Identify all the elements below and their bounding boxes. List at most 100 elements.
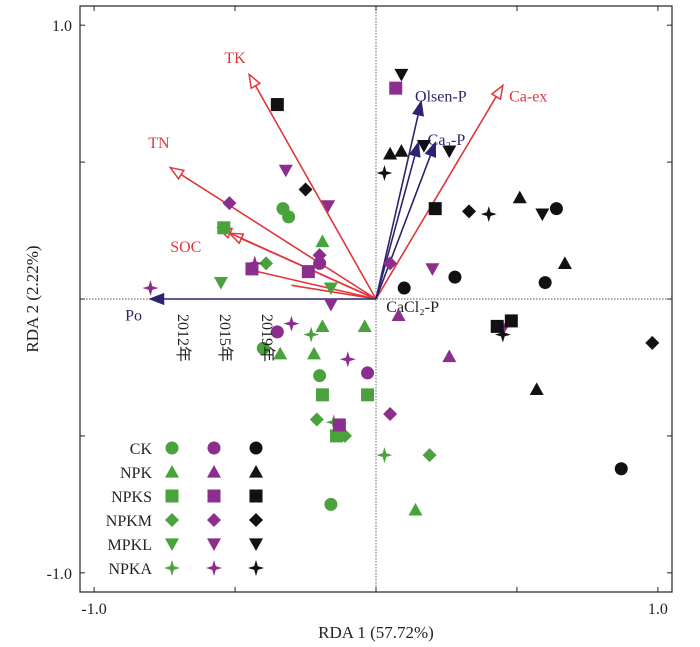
data-point bbox=[383, 256, 398, 271]
data-point bbox=[504, 314, 518, 328]
legend-year-label: 2015年 bbox=[216, 314, 234, 362]
vector-arrow-line bbox=[180, 173, 377, 300]
data-point bbox=[313, 256, 327, 270]
vector-arrow-head bbox=[168, 166, 186, 181]
y-tick-label: 1.0 bbox=[52, 18, 72, 35]
vector-arrow-head bbox=[424, 140, 437, 158]
vector-label: Ca₂-P bbox=[428, 132, 466, 149]
legend-marker bbox=[206, 560, 222, 576]
data-point bbox=[217, 221, 231, 235]
data-point bbox=[259, 256, 274, 271]
data-point bbox=[313, 369, 327, 383]
data-point bbox=[397, 281, 411, 295]
legend-marker bbox=[165, 465, 179, 478]
vector-arrow-line bbox=[375, 154, 432, 300]
data-point bbox=[416, 140, 431, 153]
legend-marker bbox=[165, 513, 179, 527]
vector-label: Olsen-P bbox=[415, 88, 467, 105]
data-point bbox=[645, 335, 660, 350]
data-point bbox=[306, 346, 321, 360]
data-point bbox=[422, 448, 437, 463]
data-point bbox=[361, 388, 375, 402]
data-point bbox=[394, 144, 409, 157]
data-point bbox=[557, 256, 572, 270]
data-point bbox=[394, 68, 409, 82]
data-point bbox=[273, 346, 288, 360]
legend-treatment-label: NPKS bbox=[111, 489, 152, 506]
vector-label: Ca-ex bbox=[509, 88, 547, 105]
legend-marker bbox=[164, 560, 180, 576]
data-point bbox=[315, 234, 330, 248]
vector-arrow-line bbox=[254, 85, 377, 300]
data-point bbox=[321, 200, 336, 213]
vector-label: TK bbox=[224, 50, 246, 67]
data-point bbox=[246, 255, 263, 272]
legend-marker bbox=[248, 560, 264, 576]
data-point bbox=[256, 341, 270, 355]
vector-arrow-head bbox=[148, 292, 165, 306]
x-axis-title: RDA 1 (57.72%) bbox=[318, 623, 434, 642]
data-point bbox=[535, 208, 550, 222]
data-point bbox=[339, 351, 356, 368]
vector-arrow-head bbox=[248, 72, 262, 90]
data-point bbox=[315, 319, 330, 332]
data-point bbox=[309, 412, 324, 427]
vector-arrow-line bbox=[291, 284, 377, 300]
legend-marker bbox=[207, 441, 221, 455]
data-point bbox=[222, 196, 237, 211]
legend-marker bbox=[165, 441, 179, 455]
data-point bbox=[315, 388, 329, 402]
data-point bbox=[278, 164, 293, 178]
data-point bbox=[442, 145, 457, 159]
data-point bbox=[376, 165, 393, 182]
legend-marker bbox=[207, 465, 221, 478]
legend-year-label: 2012年 bbox=[174, 314, 192, 362]
data-point bbox=[376, 447, 393, 464]
legend-marker bbox=[249, 513, 263, 527]
data-point bbox=[462, 204, 477, 219]
data-point bbox=[213, 276, 228, 290]
data-point bbox=[494, 326, 511, 343]
vector-arrow-head bbox=[408, 140, 421, 158]
data-point bbox=[538, 276, 552, 290]
data-point bbox=[357, 319, 372, 332]
y-axis-title: RDA 2 (2.22%) bbox=[23, 245, 42, 352]
data-point bbox=[324, 497, 338, 511]
vector-arrow-line bbox=[257, 270, 377, 300]
data-point bbox=[332, 418, 346, 432]
data-point bbox=[383, 407, 398, 422]
legend-treatment-label: CK bbox=[130, 441, 153, 458]
data-point bbox=[442, 349, 457, 363]
data-point bbox=[480, 206, 497, 223]
legend-marker bbox=[249, 538, 263, 551]
data-point bbox=[337, 428, 352, 443]
legend-marker bbox=[165, 538, 179, 551]
data-point bbox=[425, 263, 440, 276]
data-point bbox=[270, 325, 284, 339]
data-point bbox=[282, 210, 296, 224]
vector-label: CaCl₂-P bbox=[386, 299, 439, 316]
data-point bbox=[428, 202, 442, 216]
data-point bbox=[323, 298, 338, 312]
vector-arrow-line bbox=[375, 114, 419, 300]
data-point bbox=[490, 319, 504, 333]
data-point bbox=[614, 462, 628, 476]
legend-treatment-label: NPKA bbox=[108, 561, 152, 578]
legend-year-label: 2019年 bbox=[258, 314, 276, 362]
data-point bbox=[549, 202, 563, 216]
data-point bbox=[408, 502, 423, 516]
legend-treatment-label: NPKM bbox=[106, 513, 152, 530]
data-point bbox=[270, 98, 284, 112]
data-point bbox=[312, 248, 327, 263]
data-point bbox=[323, 282, 338, 296]
data-point bbox=[330, 429, 344, 443]
legend-marker bbox=[249, 441, 263, 455]
data-point bbox=[448, 270, 462, 284]
vector-arrow-head bbox=[490, 83, 504, 101]
vector-label: Po bbox=[125, 307, 142, 324]
y-tick-label: -1.0 bbox=[47, 566, 72, 583]
data-point bbox=[391, 308, 406, 322]
vector-label: TN bbox=[148, 135, 170, 152]
legend-marker bbox=[207, 513, 221, 527]
data-point bbox=[512, 190, 527, 204]
